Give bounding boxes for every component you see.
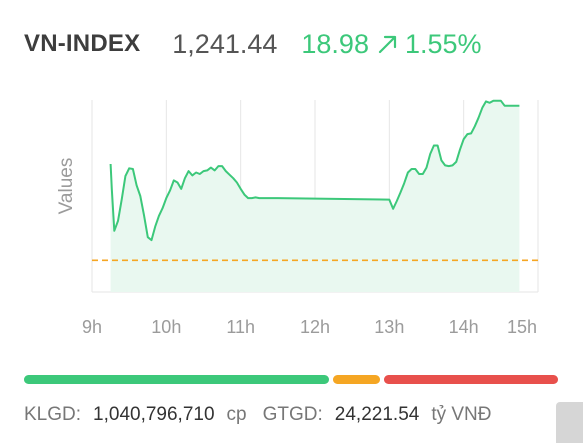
chart-area-fill <box>110 100 520 292</box>
x-tick-label: 11h <box>226 317 255 337</box>
x-tick-label: 13h <box>374 317 404 337</box>
index-change: 18.98 <box>301 28 369 59</box>
intraday-chart: Values 9h 10h 11h 12h 13h 14h 15h <box>56 99 539 337</box>
x-tick-label: 10h <box>151 317 181 337</box>
breadth-advancers <box>24 375 330 384</box>
index-name: VN-INDEX <box>24 30 141 57</box>
index-value: 1,241.44 <box>172 28 278 59</box>
volume-label: KLGD: <box>24 404 82 425</box>
volume-value: 1,040,796,710 <box>93 404 215 425</box>
x-axis-ticks: 9h 10h 11h 12h 13h 14h 15h <box>82 317 537 337</box>
breadth-unchanged <box>333 375 381 384</box>
x-tick-label: 12h <box>300 317 330 337</box>
x-tick-label: 9h <box>82 317 102 337</box>
y-axis-label: Values <box>56 158 77 215</box>
trading-value-unit: tỷ VNĐ <box>431 404 492 425</box>
arrow-up-right-icon <box>377 33 399 55</box>
x-tick-label: 14h <box>449 317 479 337</box>
trading-summary: KLGD: 1,040,796,710 cp GTGD: 24,221.54 t… <box>24 404 492 426</box>
market-breadth-bar <box>24 375 558 384</box>
chart-series-line <box>109 99 520 242</box>
index-header: VN-INDEX 1,241.44 18.98 1.55% <box>24 24 482 64</box>
index-change-percent: 1.55% <box>404 28 482 59</box>
scroll-handle[interactable] <box>556 402 583 443</box>
value-label: GTGD: <box>262 404 323 425</box>
breadth-decliners <box>384 375 558 384</box>
volume-unit: cp <box>226 404 247 425</box>
trading-value: 24,221.54 <box>334 404 420 425</box>
x-tick-label: 15h <box>507 317 537 337</box>
